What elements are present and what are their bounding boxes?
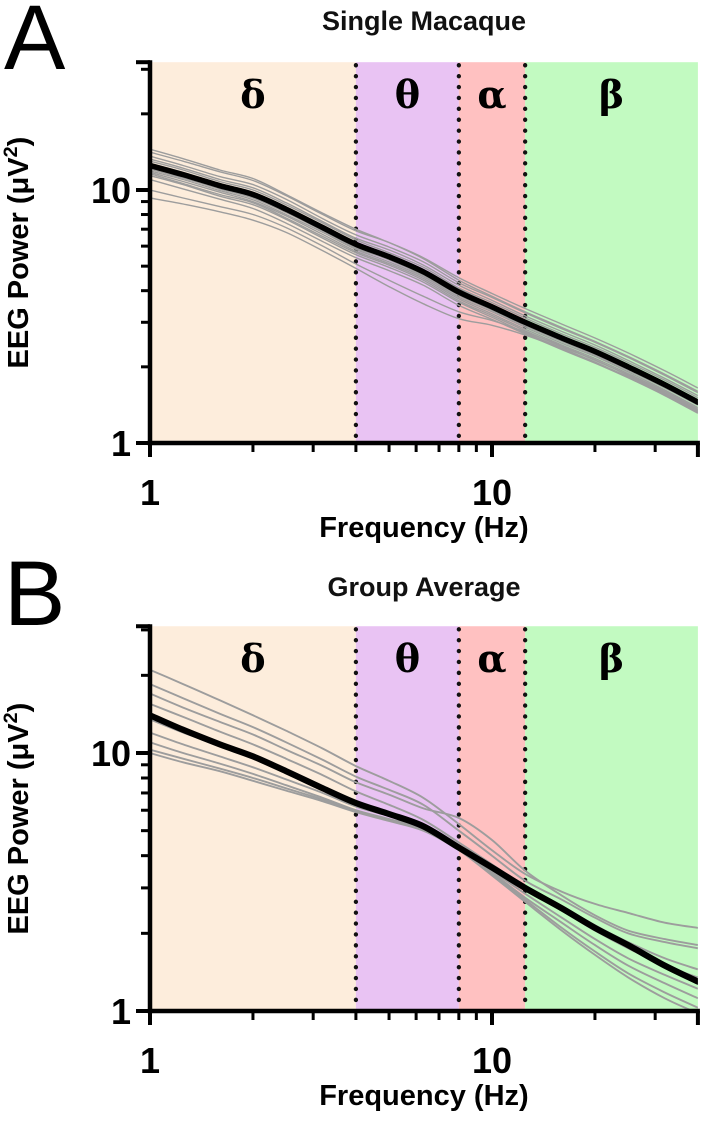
band-symbol-delta: δ bbox=[240, 636, 265, 681]
trace-line bbox=[150, 197, 698, 413]
x-axis-title: Frequency (Hz) bbox=[319, 512, 528, 544]
trace-line bbox=[150, 669, 698, 929]
trace-line bbox=[150, 148, 698, 393]
y-axis-title: EEG Power (μV2) bbox=[0, 137, 35, 369]
panel-a-letter: A bbox=[4, 0, 65, 89]
y-tick-label: 10 bbox=[91, 170, 131, 211]
panel-a-title: Single Macaque bbox=[321, 6, 527, 36]
trace-line bbox=[150, 160, 698, 399]
trace-line bbox=[150, 171, 698, 410]
band-delta bbox=[150, 626, 356, 1011]
band-beta bbox=[525, 626, 698, 1011]
band-alpha bbox=[458, 626, 526, 1011]
band-symbol-alpha: α bbox=[477, 636, 506, 681]
band-symbol-delta: δ bbox=[240, 72, 265, 117]
trace-line bbox=[150, 752, 696, 1012]
trace-line bbox=[150, 692, 698, 947]
trace-line bbox=[150, 158, 698, 397]
x-axis-title: Frequency (Hz) bbox=[319, 1080, 528, 1112]
panel-b-letter: B bbox=[4, 543, 65, 645]
band-symbol-alpha: α bbox=[477, 72, 506, 117]
band-symbol-theta: θ bbox=[395, 636, 420, 681]
ticks bbox=[136, 60, 700, 457]
band-symbol-beta: β bbox=[599, 636, 624, 681]
trace-line bbox=[150, 151, 698, 389]
trace-line bbox=[150, 170, 698, 409]
band-symbol-theta: θ bbox=[395, 72, 420, 117]
y-axis-title: EEG Power (μV2) bbox=[0, 703, 35, 935]
mean-line-group bbox=[150, 712, 698, 985]
trace-line bbox=[150, 168, 698, 406]
mean-line bbox=[150, 712, 698, 985]
panel-b-title: Group Average bbox=[327, 572, 521, 602]
x-tick-label: 10 bbox=[472, 472, 512, 513]
band-symbol-beta: β bbox=[599, 72, 624, 117]
band-delta bbox=[150, 62, 356, 444]
trace-line bbox=[150, 189, 698, 411]
ticks bbox=[136, 624, 700, 1025]
y-tick-label: 10 bbox=[91, 733, 131, 774]
axes bbox=[147, 624, 700, 1014]
mean-line bbox=[150, 162, 698, 405]
x-tick-label: 1 bbox=[140, 1040, 160, 1081]
band-alpha bbox=[458, 62, 526, 444]
y-tick-label: 1 bbox=[111, 991, 131, 1032]
trace-line bbox=[150, 683, 698, 950]
x-tick-label: 10 bbox=[472, 1040, 512, 1081]
band-beta bbox=[525, 62, 698, 444]
x-tick-label: 1 bbox=[140, 472, 160, 513]
trace-line bbox=[150, 155, 698, 394]
axes bbox=[147, 60, 700, 446]
y-tick-label: 1 bbox=[111, 423, 131, 464]
mean-line-group bbox=[150, 162, 698, 405]
